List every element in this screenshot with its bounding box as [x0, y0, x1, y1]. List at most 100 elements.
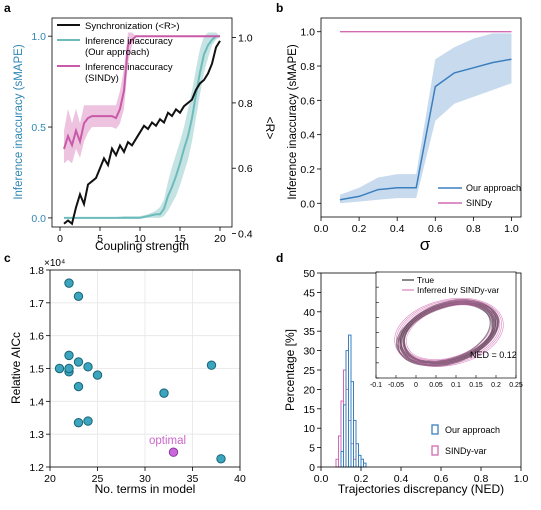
inset-x-tick-label: 0.15 — [469, 382, 483, 389]
legend-label-ours: Inference inaccuracy (Our approach) — [85, 36, 173, 58]
panel-a-axes: 0 5 10 15 20 0.0 0.5 1.0 0.4 0.6 0.8 1.0 — [31, 31, 252, 245]
x-tick-label: 20 — [214, 233, 226, 245]
scatter-point — [83, 416, 93, 426]
x-tick-label: 20 — [44, 473, 56, 485]
scatter-point — [73, 381, 84, 392]
scatter-point — [206, 360, 217, 370]
y-tick-label: 0.0 — [31, 213, 46, 225]
optimal-label: optimal — [149, 435, 186, 447]
y-tick-label: 45 — [303, 287, 315, 299]
scatter-point — [159, 388, 169, 398]
x-tick-label: 0.4 — [390, 223, 405, 235]
x-tick-label: 0 — [57, 233, 63, 245]
band-sindy — [64, 32, 220, 164]
panel-d-legend: Our approach SINDy-var — [431, 424, 500, 456]
x-tick-label: 0.6 — [428, 223, 443, 235]
x-tick-label: 0.8 — [466, 223, 481, 235]
band-our-approach — [64, 32, 220, 218]
inset-x-tick-label: -0.05 — [388, 382, 404, 389]
panel-a-plot-area — [63, 32, 221, 226]
y-tick-label: 1.2 — [29, 462, 44, 474]
panel-c-multiplier: ×10⁴ — [44, 258, 65, 269]
x-tick-label: 10 — [134, 233, 146, 245]
x-tick-label: 0.2 — [352, 223, 367, 235]
legend-label-ours-line2: (Our approach) — [85, 47, 149, 58]
legend-label-sindy: Inference inaccuracy (SINDy) — [85, 62, 173, 84]
panel-d-axes: 0.0 0.2 0.4 0.6 0.8 1.0 0 5 10 15 20 25 30 35 40 45 50 — [303, 268, 528, 485]
scatter-point — [73, 357, 84, 367]
panel-label-c: c — [4, 251, 11, 265]
panel-a-y2label: <R> — [263, 117, 277, 140]
inset-inferred-trajectory — [402, 302, 496, 362]
y-tick-label: 0.2 — [300, 164, 315, 176]
optimal-point — [168, 447, 179, 457]
inset-x-tick-label: -0.1 — [370, 382, 382, 389]
y-tick-label: 0.0 — [300, 198, 315, 210]
x-tick-label: 40 — [234, 473, 246, 485]
legend-label-b-ours: Our approach — [466, 183, 521, 193]
y-tick-label: 5 — [309, 443, 315, 455]
y-tick-label: 0.8 — [300, 61, 315, 73]
inset-inferred-trajectory — [404, 303, 494, 361]
inset-x-tick-label: 0 — [414, 382, 418, 389]
scatter-point — [73, 417, 84, 428]
y-tick-label: 1.0 — [31, 31, 46, 43]
y-tick-label: 1.8 — [29, 265, 44, 277]
scatter-point — [64, 350, 74, 361]
x-tick-label: 1.0 — [504, 223, 519, 235]
legend-label-b-sindy: SINDy — [466, 198, 493, 208]
y-tick-label: 1.0 — [300, 27, 315, 39]
x-tick-label: 1.0 — [514, 473, 529, 485]
x-tick-label: 5 — [97, 233, 103, 245]
y-tick-label: 0 — [309, 462, 315, 474]
x-tick-label: 0.0 — [314, 223, 329, 235]
inset-x-tick-label: 0.1 — [451, 382, 461, 389]
y-tick-label: 35 — [303, 326, 315, 338]
panel-d: 0.0 0.2 0.4 0.6 0.8 1.0 0 5 10 15 20 25 30 35 40 45 50 T… — [283, 268, 528, 496]
panel-c-xlabel: No. terms in model — [95, 482, 196, 496]
inset-inferred-trajectory — [401, 301, 497, 363]
scatter-point — [92, 370, 103, 380]
x-tick-label: 15 — [174, 233, 186, 245]
panel-a-xlabel: Coupling strength — [95, 239, 189, 253]
scatter-point — [73, 291, 84, 301]
panel-b-legend: Our approach SINDy — [438, 183, 521, 208]
y-tick-label: 25 — [303, 365, 315, 377]
y-tick-label: 1.3 — [29, 429, 44, 441]
y-tick-label: 10 — [303, 423, 315, 435]
legend-label-ours-line1: Inference inaccuracy — [85, 36, 173, 47]
inset-inferred-trajectory — [395, 298, 502, 366]
inset-legend-label-sindy: Inferred by SINDy-var — [417, 285, 499, 295]
scatter-point — [64, 278, 74, 288]
inset-inferred-trajectory — [394, 297, 504, 367]
inset-inferred-trajectory — [399, 300, 499, 364]
line-our-approach — [64, 35, 220, 219]
x-tick-label: 35 — [187, 473, 199, 485]
legend-swatch-d-ours — [431, 424, 439, 435]
band-our-approach — [340, 33, 512, 204]
y-tick-label: 30 — [303, 346, 315, 358]
x-tick-label: 30 — [139, 473, 151, 485]
panel-c: 20 25 30 35 40 1.2 1.3 1.4 1.5 1.6 1.7 1.8 ×10⁴ No.… — [9, 258, 246, 496]
legend-label-sindy-line1: Inference inaccuracy — [85, 62, 173, 73]
inset-inferred-trajectory — [406, 304, 492, 360]
panel-b: 0.0 0.2 0.4 0.6 0.8 1.0 0.0 0.2 0.4 0.6 0.8 1.0 σ I… — [287, 17, 522, 254]
scatter-point — [64, 363, 74, 374]
y-tick-label: 1.6 — [29, 331, 44, 343]
y-tick-label: 15 — [303, 404, 315, 416]
inset-x-tick-label: 0.2 — [491, 382, 501, 389]
scatter-point — [83, 362, 93, 372]
panel-c-plot-area — [54, 278, 226, 464]
y-tick-label: 1.7 — [29, 298, 44, 310]
panel-d-xlabel: Trajectories discrepancy (NED) — [338, 482, 504, 496]
panel-c-ylabel: Relative AICc — [9, 332, 23, 404]
panel-label-a: a — [4, 1, 11, 15]
panel-b-plot-area — [339, 31, 512, 204]
panel-c-axes: 20 25 30 35 40 1.2 1.3 1.4 1.5 1.6 1.7 1.8 — [29, 265, 246, 485]
line-synchronization — [63, 40, 221, 226]
panel-a-frame — [51, 17, 233, 228]
inset-plot-area — [394, 297, 504, 367]
panel-a-legend: Synchronization (<R>) Inference inaccura… — [57, 21, 180, 84]
panel-b-ylabel: Inference inaccuracy (sMAPE) — [287, 44, 299, 199]
